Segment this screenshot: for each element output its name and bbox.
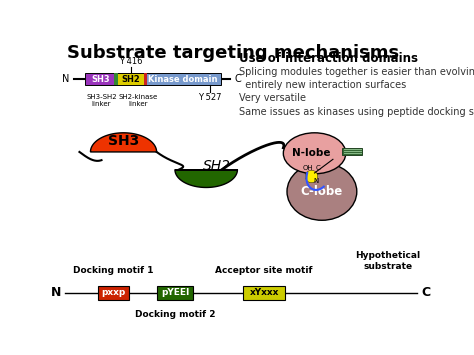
Text: SH3: SH3	[91, 75, 110, 84]
Text: xYxxx: xYxxx	[249, 288, 279, 297]
Text: N-lobe: N-lobe	[292, 148, 330, 158]
Text: Substrate targeting mechanisms: Substrate targeting mechanisms	[66, 44, 399, 62]
Text: N: N	[51, 286, 61, 299]
Text: N: N	[62, 74, 70, 84]
Text: C: C	[235, 74, 241, 84]
Polygon shape	[175, 170, 237, 187]
Text: Acceptor site motif: Acceptor site motif	[215, 266, 313, 275]
Text: Y 416: Y 416	[119, 57, 143, 66]
Text: Use of interaction domains: Use of interaction domains	[239, 52, 418, 65]
Bar	[98, 286, 129, 300]
Text: Y 527: Y 527	[198, 93, 222, 102]
Text: Kinase domain: Kinase domain	[148, 75, 218, 84]
Bar	[156, 286, 193, 300]
Text: SH3-SH2
linker: SH3-SH2 linker	[86, 94, 117, 107]
Text: SH3: SH3	[108, 135, 139, 148]
Text: Docking motif 2: Docking motif 2	[135, 311, 215, 320]
Text: SH2: SH2	[121, 75, 140, 84]
Text: C: C	[315, 165, 320, 171]
Text: SH2-kinase
linker: SH2-kinase linker	[118, 94, 158, 107]
Text: entirely new interaction surfaces: entirely new interaction surfaces	[239, 80, 407, 90]
Text: pYEEI: pYEEI	[161, 288, 189, 297]
Bar	[85, 73, 116, 85]
Bar	[243, 286, 285, 300]
Text: Docking motif 1: Docking motif 1	[73, 266, 154, 275]
Text: C-lobe: C-lobe	[301, 185, 343, 198]
Bar	[114, 73, 118, 85]
Polygon shape	[91, 133, 156, 152]
Text: Very versatile: Very versatile	[239, 93, 306, 103]
Ellipse shape	[283, 133, 346, 174]
Bar	[116, 73, 146, 85]
Ellipse shape	[287, 163, 357, 220]
Text: C: C	[421, 286, 430, 299]
Text: Hypothetical
substrate: Hypothetical substrate	[356, 251, 420, 271]
Text: OH: OH	[303, 165, 313, 171]
Text: Splicing modules together is easier than evolving: Splicing modules together is easier than…	[239, 67, 474, 77]
Bar	[146, 73, 221, 85]
Text: N: N	[314, 178, 319, 184]
Text: pxxp: pxxp	[101, 288, 126, 297]
Text: SH2: SH2	[203, 159, 231, 173]
Bar	[144, 73, 147, 85]
Text: Same issues as kinases using peptide docking sites: Same issues as kinases using peptide doc…	[239, 106, 474, 116]
Bar	[342, 148, 362, 155]
